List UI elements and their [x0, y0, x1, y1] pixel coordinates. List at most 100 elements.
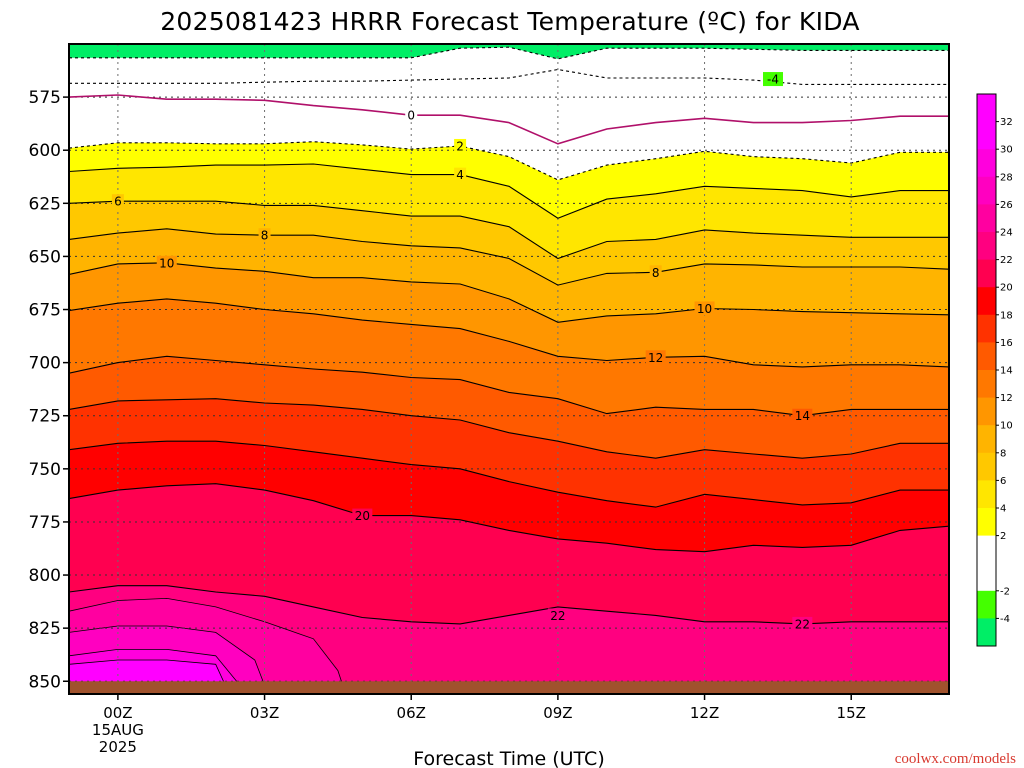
y-tick-label-700: 700: [29, 354, 61, 374]
contour-label--4: -4: [767, 73, 779, 87]
contour-fills: [69, 44, 949, 694]
contour-label-10: 10: [697, 302, 712, 316]
contour-label-bg: [405, 108, 418, 123]
colorbar-swatch-26: [977, 176, 996, 205]
contour-label-bg: [645, 350, 666, 365]
colorbar-swatch-14: [977, 342, 996, 371]
contour-label-bg: [258, 228, 271, 243]
colorbar-swatch-16: [977, 314, 996, 343]
contour-line-6: [69, 200, 949, 260]
colorbar-tick-32: 32: [1000, 117, 1013, 128]
contour-label-bg: [156, 255, 177, 270]
y-tick-label-575: 575: [29, 88, 61, 108]
x-tick-date-label: 15AUG: [92, 721, 144, 739]
colorbar-tick-2: 2: [1000, 531, 1006, 542]
y-tick-label-800: 800: [29, 566, 61, 586]
x-tick-label-03Z: 03Z: [250, 704, 279, 722]
colorbar-legend: 32 30 28 26 24 22 20 18 16 14 12 10 8 6 4 2 -2 -4: [976, 93, 1013, 647]
colorbar-swatch-4: [977, 480, 996, 509]
y-tick-label-725: 725: [29, 407, 61, 427]
contour-label-2: 2: [456, 139, 464, 153]
colorbar-tick-10: 10: [1000, 421, 1013, 432]
colorbar-swatch-12: [977, 370, 996, 399]
colorbar-swatch-32: [977, 94, 996, 123]
y-tick-label-675: 675: [29, 301, 61, 321]
contour-line--4: [69, 68, 949, 85]
ground-band: [69, 681, 949, 694]
contour-line-8: [69, 228, 949, 286]
contour-label-bg: [694, 301, 715, 316]
colorbar-tick-18: 18: [1000, 310, 1013, 321]
y-tick-label-600: 600: [29, 141, 61, 161]
contour-label-0: 0: [407, 109, 415, 123]
y-tick-label-850: 850: [29, 672, 61, 692]
contour-label-8: 8: [261, 229, 269, 243]
contour-line-18: [69, 440, 949, 508]
contour-line-20: [69, 483, 949, 553]
contour-label-bg: [649, 265, 662, 280]
contour-line-16: [69, 398, 949, 459]
colorbar-swatch-20: [977, 259, 996, 288]
colorbar-swatch--2: [977, 563, 996, 592]
colorbar-tick-28: 28: [1000, 172, 1013, 183]
credit-label: coolwx.com/models: [895, 751, 1016, 767]
x-tick-label-12Z: 12Z: [690, 704, 719, 722]
ground-surface: [69, 681, 949, 694]
colorbar-tick-22: 22: [1000, 255, 1013, 266]
colorbar-tick-20: 20: [1000, 283, 1013, 294]
y-tick-label-750: 750: [29, 460, 61, 480]
contour-label-bg: [454, 138, 467, 153]
contour-label-4: 4: [456, 168, 464, 182]
contour-label-6: 6: [114, 195, 122, 209]
contour-label-bg: [792, 408, 813, 423]
colorbar-swatch-18: [977, 287, 996, 316]
x-tick-year-label: 2025: [99, 738, 137, 756]
chart-title: 2025081423 HRRR Forecast Temperature (ºC…: [160, 7, 860, 36]
contour-label-12: 12: [648, 351, 663, 365]
colorbar-tick-14: 14: [1000, 366, 1013, 377]
colorbar-swatch--6: [977, 618, 996, 647]
colorbar-tick-24: 24: [1000, 228, 1013, 239]
colorbar-swatch-2: [977, 508, 996, 537]
contour-label-22: 22: [550, 609, 565, 623]
contour-label-22: 22: [795, 617, 810, 631]
colorbar-swatch-6: [977, 452, 996, 481]
contour-line-0: [69, 94, 949, 145]
contour-label-bg: [111, 194, 124, 209]
colorbar-tick-12: 12: [1000, 393, 1013, 404]
x-tick-label-06Z: 06Z: [397, 704, 426, 722]
x-axis-label: Forecast Time (UTC): [413, 748, 604, 768]
colorbar-tick-16: 16: [1000, 338, 1013, 349]
x-tick-label-09Z: 09Z: [543, 704, 572, 722]
colorbar-swatch-24: [977, 204, 996, 233]
contour-line-4: [69, 163, 949, 219]
colorbar-tick-4: 4: [1000, 504, 1006, 515]
colorbar-swatch--4: [977, 590, 996, 619]
colorbar-tick-26: 26: [1000, 200, 1013, 211]
contour-labels: -4 0 2 4 6 8 8 10 10 12 14 20 22 22: [111, 72, 813, 631]
colorbar-swatch-28: [977, 149, 996, 178]
colorbar-swatch-30: [977, 121, 996, 150]
colorbar-tick--4: -4: [1000, 614, 1010, 625]
contour-label-bg: [792, 616, 813, 631]
x-tick-label-00Z: 00Z: [103, 704, 132, 722]
contour-label-bg: [547, 608, 568, 623]
contour-lines: [69, 46, 949, 625]
contour-line--2: [69, 46, 949, 60]
plot-frame: [68, 43, 950, 695]
contour-line-12: [69, 298, 949, 368]
y-tick-label-825: 825: [29, 619, 61, 639]
y-tick-label-625: 625: [29, 194, 61, 214]
contour-label-20: 20: [355, 509, 370, 523]
colorbar-swatch-10: [977, 397, 996, 426]
x-tick-label-15Z: 15Z: [837, 704, 866, 722]
colorbar-swatch-0: [977, 535, 996, 564]
contour-label-14: 14: [795, 409, 810, 423]
colorbar-tick--2: -2: [1000, 586, 1010, 597]
colorbar-tick-6: 6: [1000, 476, 1006, 487]
colorbar-swatch-8: [977, 425, 996, 454]
y-axis: 575 600 625 650 675 700 725 750 775 800 825 850: [29, 88, 69, 692]
